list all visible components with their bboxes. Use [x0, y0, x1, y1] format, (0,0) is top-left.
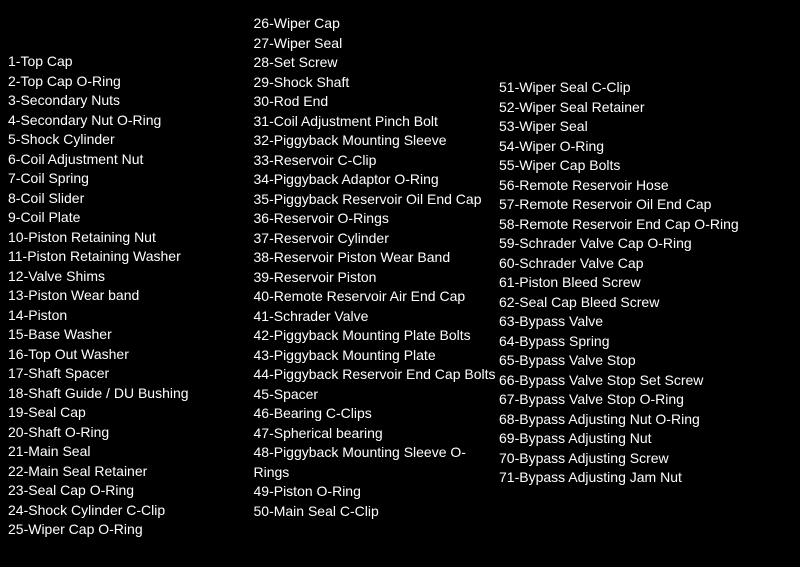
parts-list-item: 31-Coil Adjustment Pinch Bolt	[254, 112, 500, 132]
parts-list-item: 16-Top Out Washer	[8, 345, 254, 365]
parts-list-item: 8-Coil Slider	[8, 189, 254, 209]
parts-list-item: 10-Piston Retaining Nut	[8, 228, 254, 248]
parts-list-item: 26-Wiper Cap	[254, 14, 500, 34]
parts-list-item: 51-Wiper Seal C-Clip	[499, 78, 792, 98]
parts-list-item: 38-Reservoir Piston Wear Band	[254, 248, 500, 268]
parts-list-item: 22-Main Seal Retainer	[8, 462, 254, 482]
parts-list-item: 2-Top Cap O-Ring	[8, 72, 254, 92]
parts-list-item: 28-Set Screw	[254, 53, 500, 73]
parts-list-item: 71-Bypass Adjusting Jam Nut	[499, 468, 792, 488]
parts-list-item: 49-Piston O-Ring	[254, 482, 500, 502]
parts-list-item: 66-Bypass Valve Stop Set Screw	[499, 371, 792, 391]
parts-list-item: 15-Base Washer	[8, 325, 254, 345]
parts-list-item: 33-Reservoir C-Clip	[254, 151, 500, 171]
parts-list-item: 21-Main Seal	[8, 442, 254, 462]
parts-list-item: 50-Main Seal C-Clip	[254, 502, 500, 522]
parts-list-item: 5-Shock Cylinder	[8, 130, 254, 150]
parts-list-item: 19-Seal Cap	[8, 403, 254, 423]
parts-list-item: 39-Reservoir Piston	[254, 268, 500, 288]
parts-list-item: 56-Remote Reservoir Hose	[499, 176, 792, 196]
parts-list-item: 6-Coil Adjustment Nut	[8, 150, 254, 170]
parts-list-item: 58-Remote Reservoir End Cap O-Ring	[499, 215, 792, 235]
parts-list-item: 54-Wiper O-Ring	[499, 137, 792, 157]
parts-list-item: 45-Spacer	[254, 385, 500, 405]
parts-list-item: 11-Piston Retaining Washer	[8, 247, 254, 267]
parts-list-item: 68-Bypass Adjusting Nut O-Ring	[499, 410, 792, 430]
parts-list-column-3: 51-Wiper Seal C-Clip52-Wiper Seal Retain…	[499, 12, 792, 555]
parts-list-item: 43-Piggyback Mounting Plate	[254, 346, 500, 366]
parts-list-item: 67-Bypass Valve Stop O-Ring	[499, 390, 792, 410]
parts-list-item: 27-Wiper Seal	[254, 34, 500, 54]
parts-list-item: 53-Wiper Seal	[499, 117, 792, 137]
parts-list-item: 32-Piggyback Mounting Sleeve	[254, 131, 500, 151]
parts-list-item: 17-Shaft Spacer	[8, 364, 254, 384]
parts-list-item: 44-Piggyback Reservoir End Cap Bolts	[254, 365, 500, 385]
parts-list-item: 24-Shock Cylinder C-Clip	[8, 501, 254, 521]
parts-list-item: 57-Remote Reservoir Oil End Cap	[499, 195, 792, 215]
parts-list-item: 40-Remote Reservoir Air End Cap	[254, 287, 500, 307]
parts-list-item: 35-Piggyback Reservoir Oil End Cap	[254, 190, 500, 210]
parts-list-item: 13-Piston Wear band	[8, 286, 254, 306]
parts-list-item: 55-Wiper Cap Bolts	[499, 156, 792, 176]
parts-list-item: 25-Wiper Cap O-Ring	[8, 520, 254, 540]
parts-list-item: 9-Coil Plate	[8, 208, 254, 228]
parts-list-item: 47-Spherical bearing	[254, 424, 500, 444]
parts-list-item: 63-Bypass Valve	[499, 312, 792, 332]
parts-list-item: 60-Schrader Valve Cap	[499, 254, 792, 274]
parts-list-item: 46-Bearing C-Clips	[254, 404, 500, 424]
parts-list-item: 36-Reservoir O-Rings	[254, 209, 500, 229]
parts-list-item: 12-Valve Shims	[8, 267, 254, 287]
parts-list-item: 70-Bypass Adjusting Screw	[499, 449, 792, 469]
parts-list-item: 29-Shock Shaft	[254, 73, 500, 93]
parts-list-item: 30-Rod End	[254, 92, 500, 112]
parts-list-item: 20-Shaft O-Ring	[8, 423, 254, 443]
parts-list-item: 37-Reservoir Cylinder	[254, 229, 500, 249]
parts-list-item: 65-Bypass Valve Stop	[499, 351, 792, 371]
parts-list-item: 61-Piston Bleed Screw	[499, 273, 792, 293]
parts-list-item: 69-Bypass Adjusting Nut	[499, 429, 792, 449]
parts-list-item: 1-Top Cap	[8, 52, 254, 72]
parts-list-item: 3-Secondary Nuts	[8, 91, 254, 111]
parts-list-item: 7-Coil Spring	[8, 169, 254, 189]
parts-list-column-1: 1-Top Cap2-Top Cap O-Ring3-Secondary Nut…	[8, 12, 254, 555]
parts-list-item: 23-Seal Cap O-Ring	[8, 481, 254, 501]
parts-list-item: 18-Shaft Guide / DU Bushing	[8, 384, 254, 404]
parts-list-item: 59-Schrader Valve Cap O-Ring	[499, 234, 792, 254]
parts-list-item: 41-Schrader Valve	[254, 307, 500, 327]
parts-list-item: 42-Piggyback Mounting Plate Bolts	[254, 326, 500, 346]
parts-list-item: 34-Piggyback Adaptor O-Ring	[254, 170, 500, 190]
parts-list-item: 4-Secondary Nut O-Ring	[8, 111, 254, 131]
parts-list-item: 64-Bypass Spring	[499, 332, 792, 352]
parts-list-item: 48-Piggyback Mounting Sleeve O-Rings	[254, 443, 500, 482]
parts-list-item: 52-Wiper Seal Retainer	[499, 98, 792, 118]
parts-list-item: 14-Piston	[8, 306, 254, 326]
parts-list-item: 62-Seal Cap Bleed Screw	[499, 293, 792, 313]
parts-list-column-2: 26-Wiper Cap27-Wiper Seal28-Set Screw29-…	[254, 12, 500, 555]
